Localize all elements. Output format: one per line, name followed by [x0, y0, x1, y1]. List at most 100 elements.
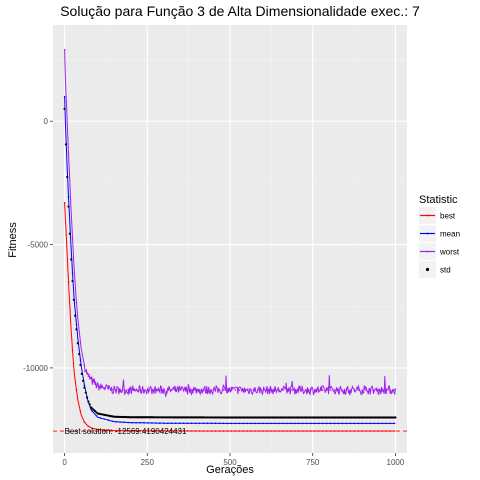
best-point [194, 430, 197, 432]
mean-point [67, 195, 70, 198]
best-point [305, 430, 308, 432]
mean-point [278, 422, 280, 425]
series-layer: Best solution: -12569.4190424431 [53, 48, 407, 436]
mean-point [321, 422, 324, 425]
mean-point [159, 422, 161, 424]
x-tick-label: 1000 [387, 458, 405, 467]
worst-point [151, 389, 153, 391]
mean-point [385, 422, 387, 425]
best-point [321, 430, 324, 432]
best-point [147, 430, 149, 432]
best-point [198, 430, 201, 432]
mean-point [178, 422, 181, 425]
std-point [66, 175, 69, 179]
best-point [242, 430, 245, 432]
worst-point [361, 389, 364, 391]
worst-point [190, 389, 193, 391]
worst-point [258, 389, 260, 391]
best-point [163, 430, 165, 432]
best-point [143, 430, 145, 432]
best-point [71, 349, 74, 352]
worst-point [119, 389, 121, 391]
mean-point [119, 421, 121, 423]
worst-point [198, 389, 201, 391]
best-point [79, 411, 82, 413]
worst-point [290, 389, 292, 391]
std-point [63, 107, 66, 110]
worst-point [83, 364, 86, 367]
best-point [278, 430, 280, 432]
worst-point [305, 389, 308, 391]
legend-swatch-point-worst [426, 250, 429, 253]
y-tick-label: 0 [44, 117, 49, 126]
std-point [85, 396, 89, 399]
best-point [135, 430, 137, 432]
best-point [123, 429, 125, 432]
worst-point [317, 389, 320, 391]
best-point [349, 430, 352, 432]
best-point [178, 430, 181, 432]
mean-point [345, 422, 348, 425]
mean-point [361, 422, 364, 425]
best-point [250, 430, 252, 432]
worst-point [377, 389, 380, 391]
mean-point [365, 422, 368, 425]
std-point [71, 279, 74, 283]
std-point [84, 391, 87, 394]
mean-point [373, 422, 376, 425]
worst-point [357, 389, 360, 391]
worst-point [99, 386, 102, 388]
worst-point [202, 389, 205, 391]
y-tick-label: -10000 [23, 364, 48, 373]
worst-point [230, 389, 233, 391]
best-point [373, 430, 376, 432]
best-point [369, 430, 372, 432]
best-point [218, 430, 221, 432]
mean-point [170, 422, 173, 424]
mean-point [325, 422, 328, 425]
worst-point [349, 389, 352, 391]
worst-point [301, 389, 304, 391]
mean-point [234, 422, 237, 425]
worst-point [226, 389, 229, 391]
mean-point [341, 422, 344, 425]
mean-point [135, 421, 137, 424]
mean-point [202, 422, 205, 425]
mean-point [182, 422, 185, 425]
best-point [107, 429, 110, 431]
worst-point [373, 389, 376, 391]
mean-point [147, 422, 149, 424]
worst-point [393, 389, 395, 391]
best-point [290, 430, 292, 432]
worst-point [341, 389, 344, 391]
mean-point [238, 422, 241, 425]
mean-point [214, 422, 217, 425]
mean-point [99, 417, 102, 419]
worst-point [250, 389, 252, 391]
worst-point [313, 389, 316, 391]
mean-point [389, 422, 391, 425]
worst-point [178, 389, 181, 391]
worst-point [389, 389, 391, 391]
best-point [127, 429, 129, 432]
worst-point [87, 375, 90, 378]
mean-point [313, 422, 316, 425]
worst-point [131, 389, 133, 391]
mean-point [131, 421, 133, 424]
worst-point [254, 389, 256, 391]
best-point [190, 430, 193, 432]
mean-point [95, 414, 98, 417]
worst-point [369, 389, 372, 391]
best-point [377, 430, 380, 432]
legend-swatch-point-best [426, 214, 429, 217]
worst-point [210, 389, 213, 391]
best-point [151, 430, 153, 432]
worst-point [242, 389, 245, 391]
worst-point [222, 389, 225, 391]
mean-point [333, 422, 336, 425]
worst-point [329, 389, 332, 391]
std-point [72, 298, 75, 301]
series-worst [63, 48, 396, 397]
worst-point [365, 389, 368, 391]
mean-point [301, 422, 304, 425]
